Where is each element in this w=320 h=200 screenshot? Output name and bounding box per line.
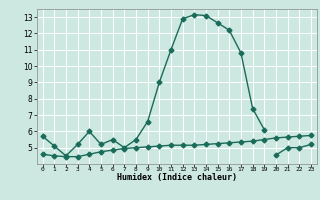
X-axis label: Humidex (Indice chaleur): Humidex (Indice chaleur) [117, 173, 237, 182]
